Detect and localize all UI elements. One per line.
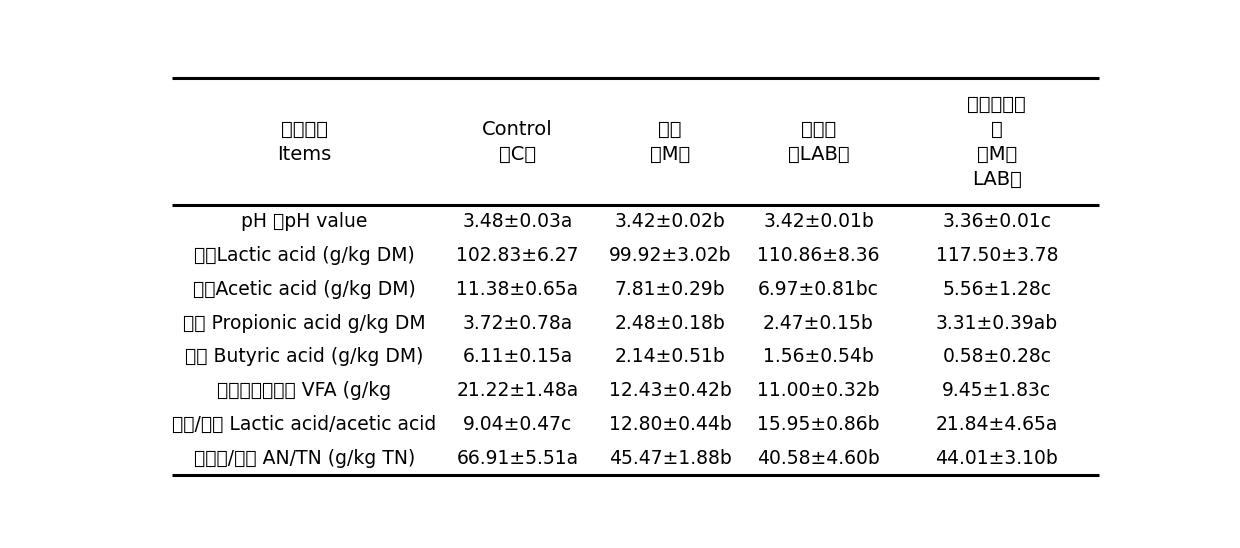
Text: 氨态氮/总氮 AN/TN (g/kg TN): 氨态氮/总氮 AN/TN (g/kg TN) [193, 449, 415, 467]
Text: 糖蜜
（M）: 糖蜜 （M） [650, 119, 691, 164]
Text: 110.86±8.36: 110.86±8.36 [758, 246, 879, 265]
Text: 12.80±0.44b: 12.80±0.44b [609, 415, 732, 434]
Text: 45.47±1.88b: 45.47±1.88b [609, 449, 732, 467]
Text: 丁酸 Butyric acid (g/kg DM): 丁酸 Butyric acid (g/kg DM) [185, 347, 424, 367]
Text: 11.38±0.65a: 11.38±0.65a [456, 280, 578, 299]
Text: 1.56±0.54b: 1.56±0.54b [763, 347, 874, 367]
Text: 102.83±6.27: 102.83±6.27 [456, 246, 579, 265]
Text: 3.42±0.02b: 3.42±0.02b [615, 213, 725, 231]
Text: 3.42±0.01b: 3.42±0.01b [763, 213, 874, 231]
Text: 7.81±0.29b: 7.81±0.29b [615, 280, 725, 299]
Text: 2.14±0.51b: 2.14±0.51b [615, 347, 725, 367]
Text: 0.58±0.28c: 0.58±0.28c [942, 347, 1052, 367]
Text: 测定项目
Items: 测定项目 Items [278, 119, 331, 164]
Text: Control
（C）: Control （C） [482, 119, 553, 164]
Text: 66.91±5.51a: 66.91±5.51a [456, 449, 578, 467]
Text: 糖蜜＋乳酸
菌
（M＋
LAB）: 糖蜜＋乳酸 菌 （M＋ LAB） [967, 95, 1027, 189]
Text: 11.00±0.32b: 11.00±0.32b [758, 381, 879, 400]
Text: 6.11±0.15a: 6.11±0.15a [463, 347, 573, 367]
Text: 3.72±0.78a: 3.72±0.78a [463, 313, 573, 333]
Text: 5.56±1.28c: 5.56±1.28c [942, 280, 1052, 299]
Text: 乌酸/乙酸 Lactic acid/acetic acid: 乌酸/乙酸 Lactic acid/acetic acid [172, 415, 436, 434]
Text: 117.50±3.78: 117.50±3.78 [935, 246, 1058, 265]
Text: 乌酸Lactic acid (g/kg DM): 乌酸Lactic acid (g/kg DM) [193, 246, 414, 265]
Text: 3.36±0.01c: 3.36±0.01c [942, 213, 1052, 231]
Text: 2.47±0.15b: 2.47±0.15b [763, 313, 874, 333]
Text: 44.01±3.10b: 44.01±3.10b [935, 449, 1058, 467]
Text: 12.43±0.42b: 12.43±0.42b [609, 381, 732, 400]
Text: 3.48±0.03a: 3.48±0.03a [463, 213, 573, 231]
Text: 9.45±1.83c: 9.45±1.83c [942, 381, 1052, 400]
Text: 99.92±3.02b: 99.92±3.02b [609, 246, 732, 265]
Text: 总挥发性脂肪酸 VFA (g/kg: 总挥发性脂肪酸 VFA (g/kg [217, 381, 392, 400]
Text: 乙酸Acetic acid (g/kg DM): 乙酸Acetic acid (g/kg DM) [193, 280, 415, 299]
Text: 9.04±0.47c: 9.04±0.47c [463, 415, 572, 434]
Text: pH 値pH value: pH 値pH value [241, 213, 367, 231]
Text: 40.58±4.60b: 40.58±4.60b [758, 449, 880, 467]
Text: 2.48±0.18b: 2.48±0.18b [615, 313, 725, 333]
Text: 15.95±0.86b: 15.95±0.86b [758, 415, 879, 434]
Text: 6.97±0.81bc: 6.97±0.81bc [758, 280, 879, 299]
Text: 21.22±1.48a: 21.22±1.48a [456, 381, 579, 400]
Text: 乳酸菌
（LAB）: 乳酸菌 （LAB） [787, 119, 849, 164]
Text: 3.31±0.39ab: 3.31±0.39ab [936, 313, 1058, 333]
Text: 21.84±4.65a: 21.84±4.65a [936, 415, 1058, 434]
Text: 丙酸 Propionic acid g/kg DM: 丙酸 Propionic acid g/kg DM [184, 313, 425, 333]
